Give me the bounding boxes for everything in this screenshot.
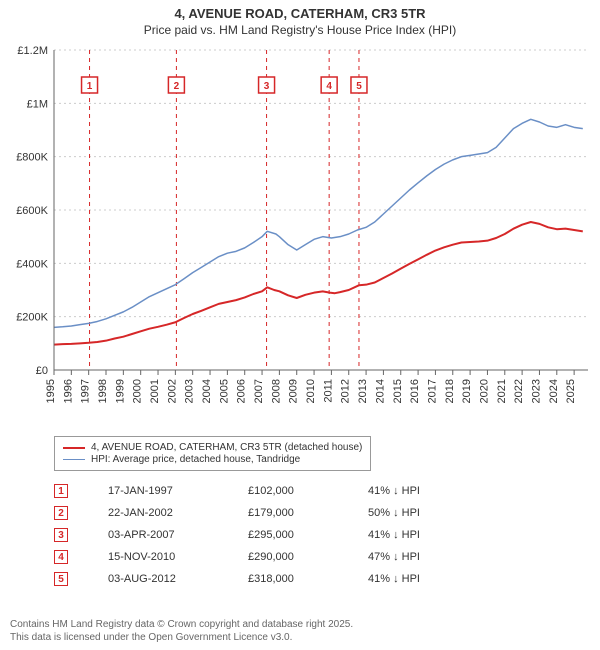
svg-text:2017: 2017 (426, 379, 438, 403)
svg-text:2015: 2015 (392, 379, 404, 403)
row-marker: 4 (54, 550, 68, 564)
row-marker: 5 (54, 572, 68, 586)
svg-text:2019: 2019 (461, 379, 473, 403)
footer-line-2: This data is licensed under the Open Gov… (10, 632, 353, 645)
svg-text:2002: 2002 (166, 379, 178, 403)
svg-text:2025: 2025 (565, 379, 577, 403)
svg-text:2001: 2001 (149, 379, 161, 403)
footer-attribution: Contains HM Land Registry data © Crown c… (10, 619, 353, 644)
svg-text:£600K: £600K (16, 205, 48, 217)
row-marker: 3 (54, 528, 68, 542)
svg-text:2009: 2009 (288, 379, 300, 403)
svg-text:2021: 2021 (496, 379, 508, 403)
svg-text:1998: 1998 (97, 379, 109, 403)
row-price: £179,000 (248, 507, 368, 519)
svg-text:2004: 2004 (201, 379, 213, 403)
svg-text:2022: 2022 (513, 379, 525, 403)
price-chart: £0 £200K £400K £600K £800K £1M £1.2M 1995 1996 19… (0, 42, 600, 422)
row-date: 22-JAN-2002 (108, 507, 248, 519)
row-delta: 50% ↓ HPI (368, 507, 488, 519)
svg-text:2020: 2020 (478, 379, 490, 403)
title-block: 4, AVENUE ROAD, CATERHAM, CR3 5TR Price … (0, 0, 600, 37)
svg-text:2000: 2000 (132, 379, 144, 403)
svg-text:£1M: £1M (27, 98, 48, 110)
svg-text:2012: 2012 (340, 379, 352, 403)
svg-text:£800K: £800K (16, 152, 48, 164)
row-delta: 47% ↓ HPI (368, 551, 488, 563)
page-subtitle: Price paid vs. HM Land Registry's House … (0, 23, 600, 37)
chart-svg: £0 £200K £400K £600K £800K £1M £1.2M 1995 1996 19… (0, 42, 600, 422)
table-row: 5 03-AUG-2012£318,00041% ↓ HPI (54, 568, 554, 590)
svg-text:1997: 1997 (80, 379, 92, 403)
row-delta: 41% ↓ HPI (368, 485, 488, 497)
svg-text:£0: £0 (36, 365, 48, 377)
row-price: £290,000 (248, 551, 368, 563)
legend-item: HPI: Average price, detached house, Tand… (63, 454, 362, 465)
table-row: 2 22-JAN-2002£179,00050% ↓ HPI (54, 502, 554, 524)
legend-label: 4, AVENUE ROAD, CATERHAM, CR3 5TR (detac… (91, 442, 362, 453)
legend: 4, AVENUE ROAD, CATERHAM, CR3 5TR (detac… (54, 436, 371, 471)
svg-text:2006: 2006 (236, 379, 248, 403)
svg-text:2: 2 (174, 81, 180, 92)
row-date: 03-AUG-2012 (108, 573, 248, 585)
svg-text:2013: 2013 (357, 379, 369, 403)
legend-swatch (63, 447, 85, 449)
svg-text:£200K: £200K (16, 312, 48, 324)
legend-label: HPI: Average price, detached house, Tand… (91, 454, 300, 465)
legend-item: 4, AVENUE ROAD, CATERHAM, CR3 5TR (detac… (63, 442, 362, 453)
footer-line-1: Contains HM Land Registry data © Crown c… (10, 619, 353, 632)
svg-text:1999: 1999 (114, 379, 126, 403)
svg-text:2003: 2003 (184, 379, 196, 403)
legend-swatch (63, 459, 85, 460)
svg-text:2014: 2014 (374, 379, 386, 403)
row-date: 15-NOV-2010 (108, 551, 248, 563)
row-date: 03-APR-2007 (108, 529, 248, 541)
row-marker: 1 (54, 484, 68, 498)
svg-text:2024: 2024 (548, 379, 560, 403)
table-row: 1 17-JAN-1997£102,00041% ↓ HPI (54, 480, 554, 502)
svg-text:1: 1 (87, 81, 93, 92)
svg-text:2011: 2011 (322, 379, 334, 403)
svg-text:£400K: £400K (16, 258, 48, 270)
svg-text:2005: 2005 (218, 379, 230, 403)
row-price: £102,000 (248, 485, 368, 497)
row-price: £318,000 (248, 573, 368, 585)
svg-text:2018: 2018 (444, 379, 456, 403)
svg-text:5: 5 (356, 81, 362, 92)
transactions-table: 117-JAN-1997£102,00041% ↓ HPI222-JAN-200… (54, 480, 554, 590)
svg-text:2008: 2008 (270, 379, 282, 403)
svg-text:2016: 2016 (409, 379, 421, 403)
svg-text:2010: 2010 (305, 379, 317, 403)
svg-text:2023: 2023 (530, 379, 542, 403)
row-price: £295,000 (248, 529, 368, 541)
table-row: 4 15-NOV-2010£290,00047% ↓ HPI (54, 546, 554, 568)
row-delta: 41% ↓ HPI (368, 529, 488, 541)
svg-text:2007: 2007 (253, 379, 265, 403)
svg-text:3: 3 (264, 81, 270, 92)
row-delta: 41% ↓ HPI (368, 573, 488, 585)
svg-text:1996: 1996 (62, 379, 74, 403)
table-row: 3 03-APR-2007£295,00041% ↓ HPI (54, 524, 554, 546)
page-title: 4, AVENUE ROAD, CATERHAM, CR3 5TR (0, 6, 600, 21)
svg-text:4: 4 (326, 81, 332, 92)
svg-text:1995: 1995 (45, 379, 57, 403)
row-date: 17-JAN-1997 (108, 485, 248, 497)
row-marker: 2 (54, 506, 68, 520)
svg-text:£1.2M: £1.2M (17, 45, 48, 57)
